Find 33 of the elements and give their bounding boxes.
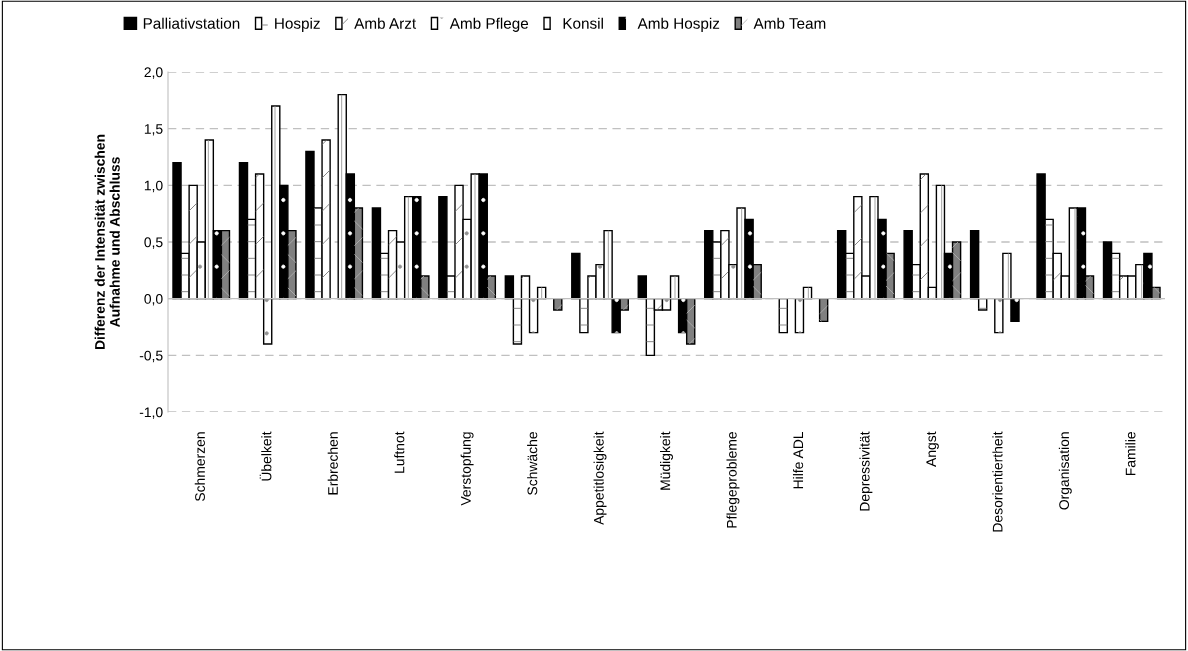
y-tick-label: -0,5	[139, 350, 163, 363]
x-tick-label: Depressivität	[859, 431, 873, 511]
y-tick-label: 0,0	[144, 294, 163, 306]
bar	[504, 275, 515, 300]
y-axis-title: Differenz der Intensität zwischen Aufnahme und Abschluss	[94, 134, 120, 350]
x-tick-label: Schwäche	[527, 432, 538, 495]
y-tick-label: 0,5	[144, 237, 163, 249]
x-tick-label: Schmerzen	[194, 432, 205, 502]
legend-label: Amb Arzt	[354, 17, 417, 29]
x-tick-label: Angst	[926, 431, 939, 467]
x-tick-label: Verstopfung	[460, 432, 474, 506]
x-tick-label: Luftnot	[394, 431, 405, 473]
legend-label: Palliativstation	[143, 17, 240, 29]
y-tick-label: 2,0	[144, 67, 163, 79]
legend-label: Konsil	[563, 17, 603, 29]
x-tick-label: Hilfe ADL	[792, 431, 804, 489]
legend-label: Hospiz	[275, 17, 320, 32]
bar	[172, 161, 182, 300]
y-tick-label: 1,5	[144, 124, 163, 136]
y-tick-label: 1,0	[144, 180, 163, 193]
x-tick-label: Familie	[1125, 432, 1136, 476]
y-tick-label: -1,0	[139, 407, 163, 419]
x-tick-label: Organisation	[1058, 432, 1072, 510]
legend-label: Amb Pflege	[449, 17, 529, 32]
x-tick-label: Desorientiertheit	[992, 431, 1003, 532]
x-tick-label: Pflegeprobleme	[726, 432, 740, 528]
legend-label: Amb Hospiz	[637, 17, 720, 32]
x-tick-label: Appetitlosigkeit	[593, 431, 607, 525]
x-tick-label: Müdigkeit	[660, 431, 673, 490]
x-tick-label: Erbrechen	[327, 432, 338, 495]
x-tick-label: Übelkeit	[259, 431, 272, 481]
legend-label: Amb Team	[753, 17, 826, 29]
bar	[637, 275, 648, 300]
